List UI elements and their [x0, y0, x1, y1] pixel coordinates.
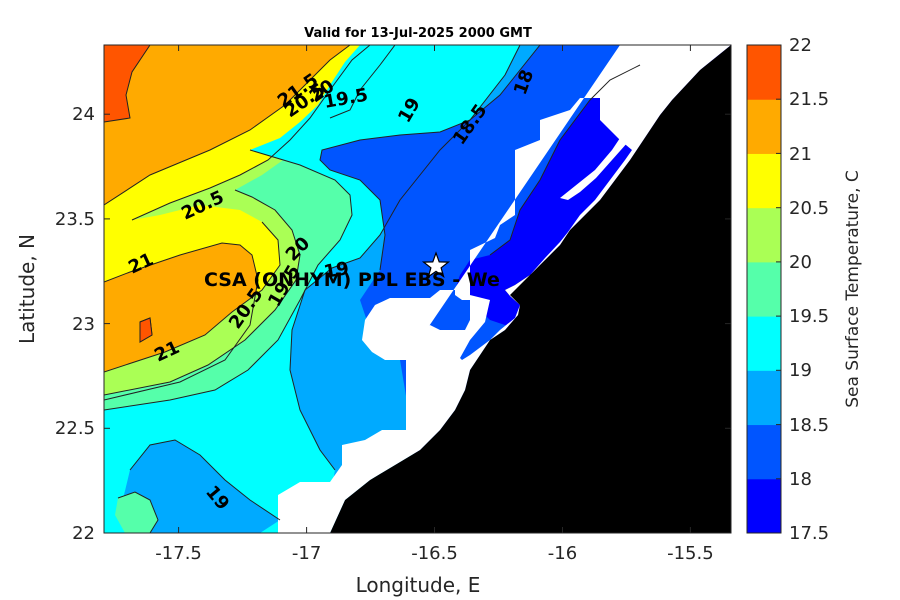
- y-tick-label: 24: [72, 104, 95, 125]
- sst-band-18-5-south: [118, 440, 280, 533]
- lagoon: [560, 122, 640, 200]
- land-mass: [330, 45, 731, 533]
- sst-band-21-5: [104, 45, 150, 122]
- colorbar-tick-label: 21.5: [789, 89, 829, 110]
- colorbar-frame: [746, 44, 782, 534]
- colorbar-band: [747, 153, 781, 209]
- colorbar-tick-label: 22: [789, 35, 812, 56]
- colorbar-ticks: [776, 44, 781, 534]
- colorbar-band: [747, 316, 781, 371]
- x-axis-title: Longitude, E: [356, 573, 481, 597]
- y-axis-title: Latitude, N: [15, 234, 39, 344]
- colorbar-band: [747, 99, 781, 154]
- colorbar-band: [747, 370, 781, 426]
- station[interactable]: CSA (ONHYM) PPL EBS - We: [204, 251, 500, 291]
- no-data-region: [278, 45, 731, 533]
- sst-pocket-southwest: [115, 492, 158, 533]
- y-axis: [104, 113, 731, 534]
- x-tick-label: -17.5: [155, 543, 202, 564]
- colorbar-band: [747, 207, 781, 263]
- x-tick-label: -16: [548, 543, 577, 564]
- colorbar-tick-label: 20.5: [789, 198, 829, 219]
- map-area: [104, 45, 731, 533]
- star-icon[interactable]: [421, 251, 451, 279]
- plot-frame: [103, 44, 732, 534]
- x-axis: [178, 45, 691, 533]
- y-tick-label: 23: [72, 314, 95, 335]
- colorbar-tick-label: 18.5: [789, 415, 829, 436]
- colorbar-tick-label: 19: [789, 360, 812, 381]
- colorbar-tick-label: 21: [789, 144, 812, 165]
- y-tick-label: 23.5: [55, 209, 95, 230]
- colorbar-title: Sea Surface Temperature, C: [843, 170, 863, 408]
- plot-title: Valid for 13-Jul-2025 2000 GMT: [304, 26, 532, 41]
- colorbar-bands: [747, 45, 781, 534]
- contour-lines: [104, 45, 641, 533]
- contour-label: 19: [322, 258, 350, 283]
- colorbar-band: [747, 261, 781, 317]
- x-tick-label: -17: [292, 543, 321, 564]
- x-tick-label: -15.5: [667, 543, 714, 564]
- x-tick-label: -16.5: [411, 543, 458, 564]
- colorbar-band: [747, 45, 781, 100]
- colorbar: 17.5 18 18.5 19 19.5 20 20.5 21 21.5 22 …: [746, 35, 863, 544]
- station-label: CSA (ONHYM) PPL EBS - We: [204, 269, 500, 291]
- colorbar-tick-label: 17.5: [789, 523, 829, 544]
- colorbar-tick-label: 19.5: [789, 306, 829, 327]
- colorbar-band: [747, 424, 781, 480]
- colorbar-tick-label: 18: [789, 469, 812, 490]
- y-tick-label: 22: [72, 523, 95, 544]
- colorbar-band: [747, 478, 781, 534]
- y-tick-label: 22.5: [55, 418, 95, 439]
- sst-blob-21-5: [139, 317, 153, 343]
- colorbar-tick-label: 20: [789, 252, 812, 273]
